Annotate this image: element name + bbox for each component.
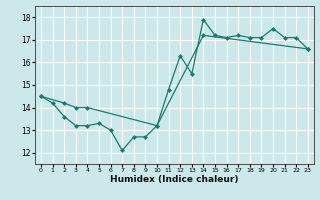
X-axis label: Humidex (Indice chaleur): Humidex (Indice chaleur) (110, 175, 239, 184)
